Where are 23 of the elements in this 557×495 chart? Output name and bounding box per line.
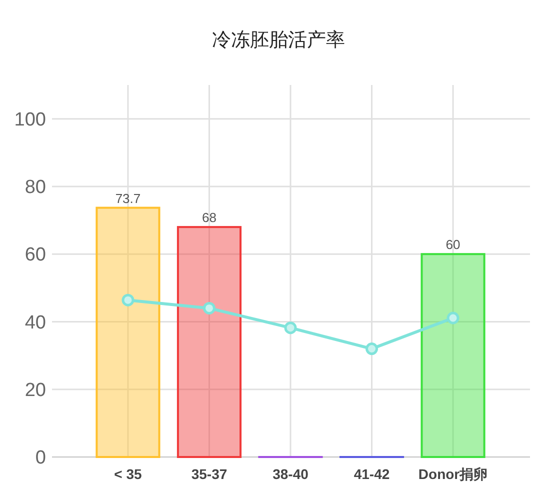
point xyxy=(202,302,216,314)
point xyxy=(284,322,297,334)
y-tick-label: 80 xyxy=(24,177,46,198)
data-label: 60 xyxy=(446,237,460,252)
bar xyxy=(96,206,160,458)
point xyxy=(122,294,134,306)
y-tick-label: 0 xyxy=(35,448,46,469)
y-tick-label: 60 xyxy=(24,244,46,266)
bar xyxy=(176,226,242,458)
data-label: 73.7 xyxy=(115,190,141,206)
data-label: 68 xyxy=(202,210,216,226)
y-tick-label: 100 xyxy=(14,109,46,130)
bar xyxy=(420,253,486,458)
x-tick-label: < 35 xyxy=(114,466,142,482)
y-tick-label: 20 xyxy=(24,380,46,402)
y-tick-label: 40 xyxy=(24,312,46,334)
x-tick-label: Donor捐卵 xyxy=(418,466,488,482)
chart-title: 冷冻胚胎活产率 xyxy=(212,29,345,51)
point xyxy=(446,312,460,324)
point xyxy=(366,342,378,356)
x-tick-label: 38-40 xyxy=(272,466,309,482)
x-tick-label: 35-37 xyxy=(191,466,228,482)
x-tick-label: 41-42 xyxy=(354,466,390,482)
